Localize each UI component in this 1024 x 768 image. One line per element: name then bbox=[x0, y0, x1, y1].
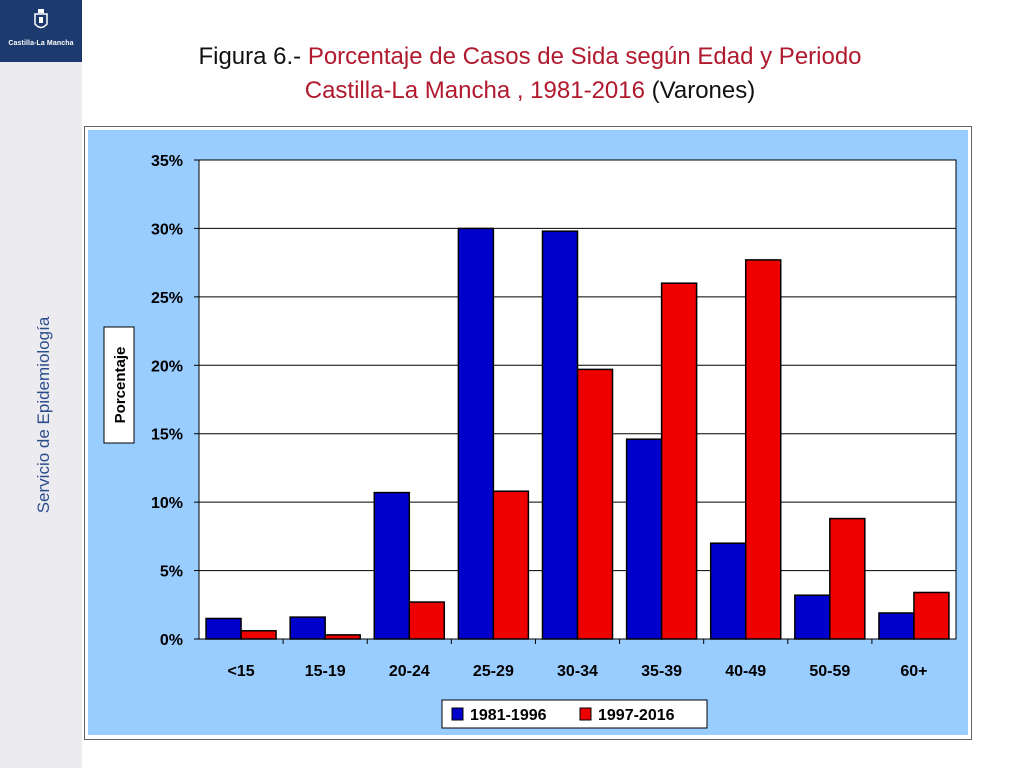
legend-swatch-series1 bbox=[451, 707, 464, 721]
x-tick-label: 35-39 bbox=[641, 663, 682, 680]
page-title: Figura 6.- Porcentaje de Casos de Sida s… bbox=[100, 40, 960, 108]
bar-series2 bbox=[829, 517, 866, 640]
bar-series2 bbox=[744, 259, 782, 640]
bar-series1 bbox=[625, 438, 663, 640]
bar-series1 bbox=[541, 230, 579, 640]
bar-series2 bbox=[913, 591, 950, 640]
bar-series1 bbox=[794, 594, 831, 640]
y-axis-label-box bbox=[103, 326, 135, 444]
y-tick-label: 30% bbox=[151, 221, 183, 238]
bar-series2 bbox=[660, 282, 698, 640]
bar-series1 bbox=[457, 227, 495, 640]
sidebar-label: Servicio de Epidemiología bbox=[34, 316, 53, 514]
legend-swatch-series2 bbox=[579, 707, 592, 721]
title-prefix: Figura 6.- bbox=[198, 43, 308, 70]
sidebar: Castilla-La Mancha Servicio de Epidemiol… bbox=[0, 0, 82, 768]
title-line2: Castilla-La Mancha , 1981-2016 bbox=[304, 77, 645, 104]
y-tick-label: 0% bbox=[160, 632, 183, 649]
y-tick-label: 10% bbox=[151, 495, 183, 512]
bar-series2 bbox=[240, 630, 277, 640]
y-axis-label: Porcentaje bbox=[112, 347, 129, 424]
x-tick-label: 50-59 bbox=[809, 663, 850, 680]
bar-series1 bbox=[878, 612, 915, 640]
title-line1: Porcentaje de Casos de Sida según Edad y… bbox=[307, 43, 862, 70]
bar-series2 bbox=[324, 634, 361, 640]
y-tick-label: 20% bbox=[151, 358, 183, 375]
logo-text: Castilla-La Mancha bbox=[8, 40, 74, 47]
y-axis-label-group: Porcentaje bbox=[103, 326, 135, 444]
y-tick-label: 15% bbox=[151, 427, 183, 444]
x-tick-label: 25-29 bbox=[473, 663, 514, 680]
bar-series2 bbox=[576, 368, 614, 640]
x-tick-label: 20-24 bbox=[389, 663, 430, 680]
legend-label: 1997-2016 bbox=[598, 707, 675, 724]
x-tick-label: <15 bbox=[227, 663, 254, 680]
title-line2-tail: (Varones) bbox=[644, 77, 756, 104]
bar-series1 bbox=[709, 542, 747, 640]
x-tick-label: 60+ bbox=[900, 663, 927, 680]
legend-box bbox=[441, 699, 708, 729]
bar-chart: 0% 5% 10% 15% 20% 25% 30% 35% Porcentaje <15 15-19… bbox=[88, 130, 968, 735]
legend-label: 1981-1996 bbox=[470, 707, 547, 724]
bar-series2 bbox=[408, 601, 446, 640]
bar-series1 bbox=[205, 617, 242, 640]
y-tick-label: 35% bbox=[151, 153, 183, 170]
bar-series1 bbox=[373, 491, 411, 640]
bar-series2 bbox=[492, 490, 530, 640]
x-tick-label: 30-34 bbox=[557, 663, 598, 680]
x-tick-label: 40-49 bbox=[725, 663, 766, 680]
y-tick-label: 5% bbox=[160, 564, 183, 581]
logo: Castilla-La Mancha bbox=[0, 0, 82, 62]
x-tick-label: 15-19 bbox=[305, 663, 346, 680]
bar-series1 bbox=[289, 616, 326, 640]
crest-icon bbox=[34, 9, 48, 29]
y-tick-label: 25% bbox=[151, 290, 183, 307]
